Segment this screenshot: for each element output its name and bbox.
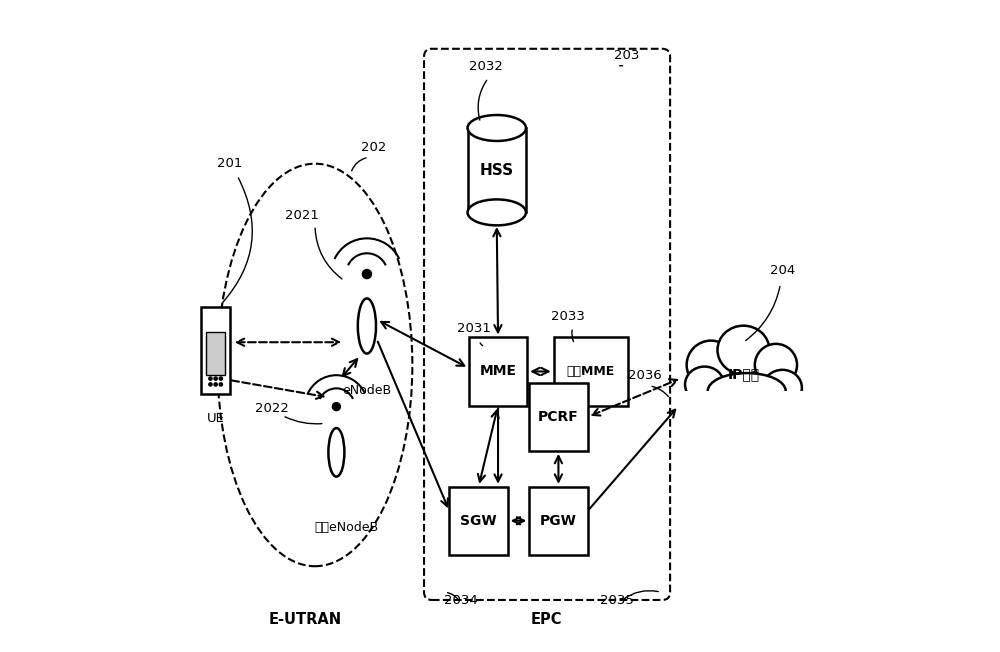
Text: 2021: 2021 [285,209,319,222]
Text: 2033: 2033 [551,310,585,323]
Ellipse shape [708,373,786,409]
Bar [469,337,527,406]
Text: 2035: 2035 [600,594,634,607]
Text: SGW: SGW [460,514,497,527]
Text: 2036: 2036 [628,369,662,382]
Ellipse shape [763,370,802,406]
Text: E-UTRAN: E-UTRAN [269,612,342,627]
Text: eNodeB: eNodeB [342,385,391,398]
Circle shape [362,269,371,278]
Bar [468,128,526,213]
Text: 204: 204 [770,264,795,277]
Circle shape [219,383,222,386]
Text: MME: MME [480,364,517,378]
Circle shape [214,377,217,380]
Text: PCRF: PCRF [538,410,579,424]
Circle shape [209,383,212,386]
Ellipse shape [685,366,724,402]
Ellipse shape [218,164,412,566]
Bar [201,306,230,394]
Text: 其它eNodeB: 其它eNodeB [314,521,378,534]
FancyBboxPatch shape [424,49,670,600]
Text: 2022: 2022 [255,402,288,415]
Ellipse shape [717,326,769,374]
Bar [679,391,808,417]
Text: 其它MME: 其它MME [567,365,615,378]
Bar [529,486,588,555]
Circle shape [332,403,340,411]
Text: 202: 202 [361,141,386,154]
Circle shape [219,377,222,380]
Text: PGW: PGW [540,514,577,527]
Bar [554,337,628,406]
Text: IP业务: IP业务 [727,368,760,381]
Text: 2031: 2031 [457,323,491,336]
Circle shape [214,383,217,386]
Text: 2032: 2032 [469,59,503,72]
Circle shape [209,377,212,380]
Bar [206,333,225,375]
Ellipse shape [755,344,797,386]
Bar [449,486,508,555]
Text: HSS: HSS [480,163,514,178]
Text: 203: 203 [614,48,639,61]
Bar [529,383,588,451]
Text: EPC: EPC [531,612,562,627]
Text: 2034: 2034 [444,594,478,607]
Text: UE: UE [207,412,225,425]
Ellipse shape [468,115,526,141]
Ellipse shape [328,428,344,477]
Text: 201: 201 [217,157,242,170]
Ellipse shape [358,299,376,353]
Ellipse shape [468,200,526,226]
Ellipse shape [687,340,735,389]
